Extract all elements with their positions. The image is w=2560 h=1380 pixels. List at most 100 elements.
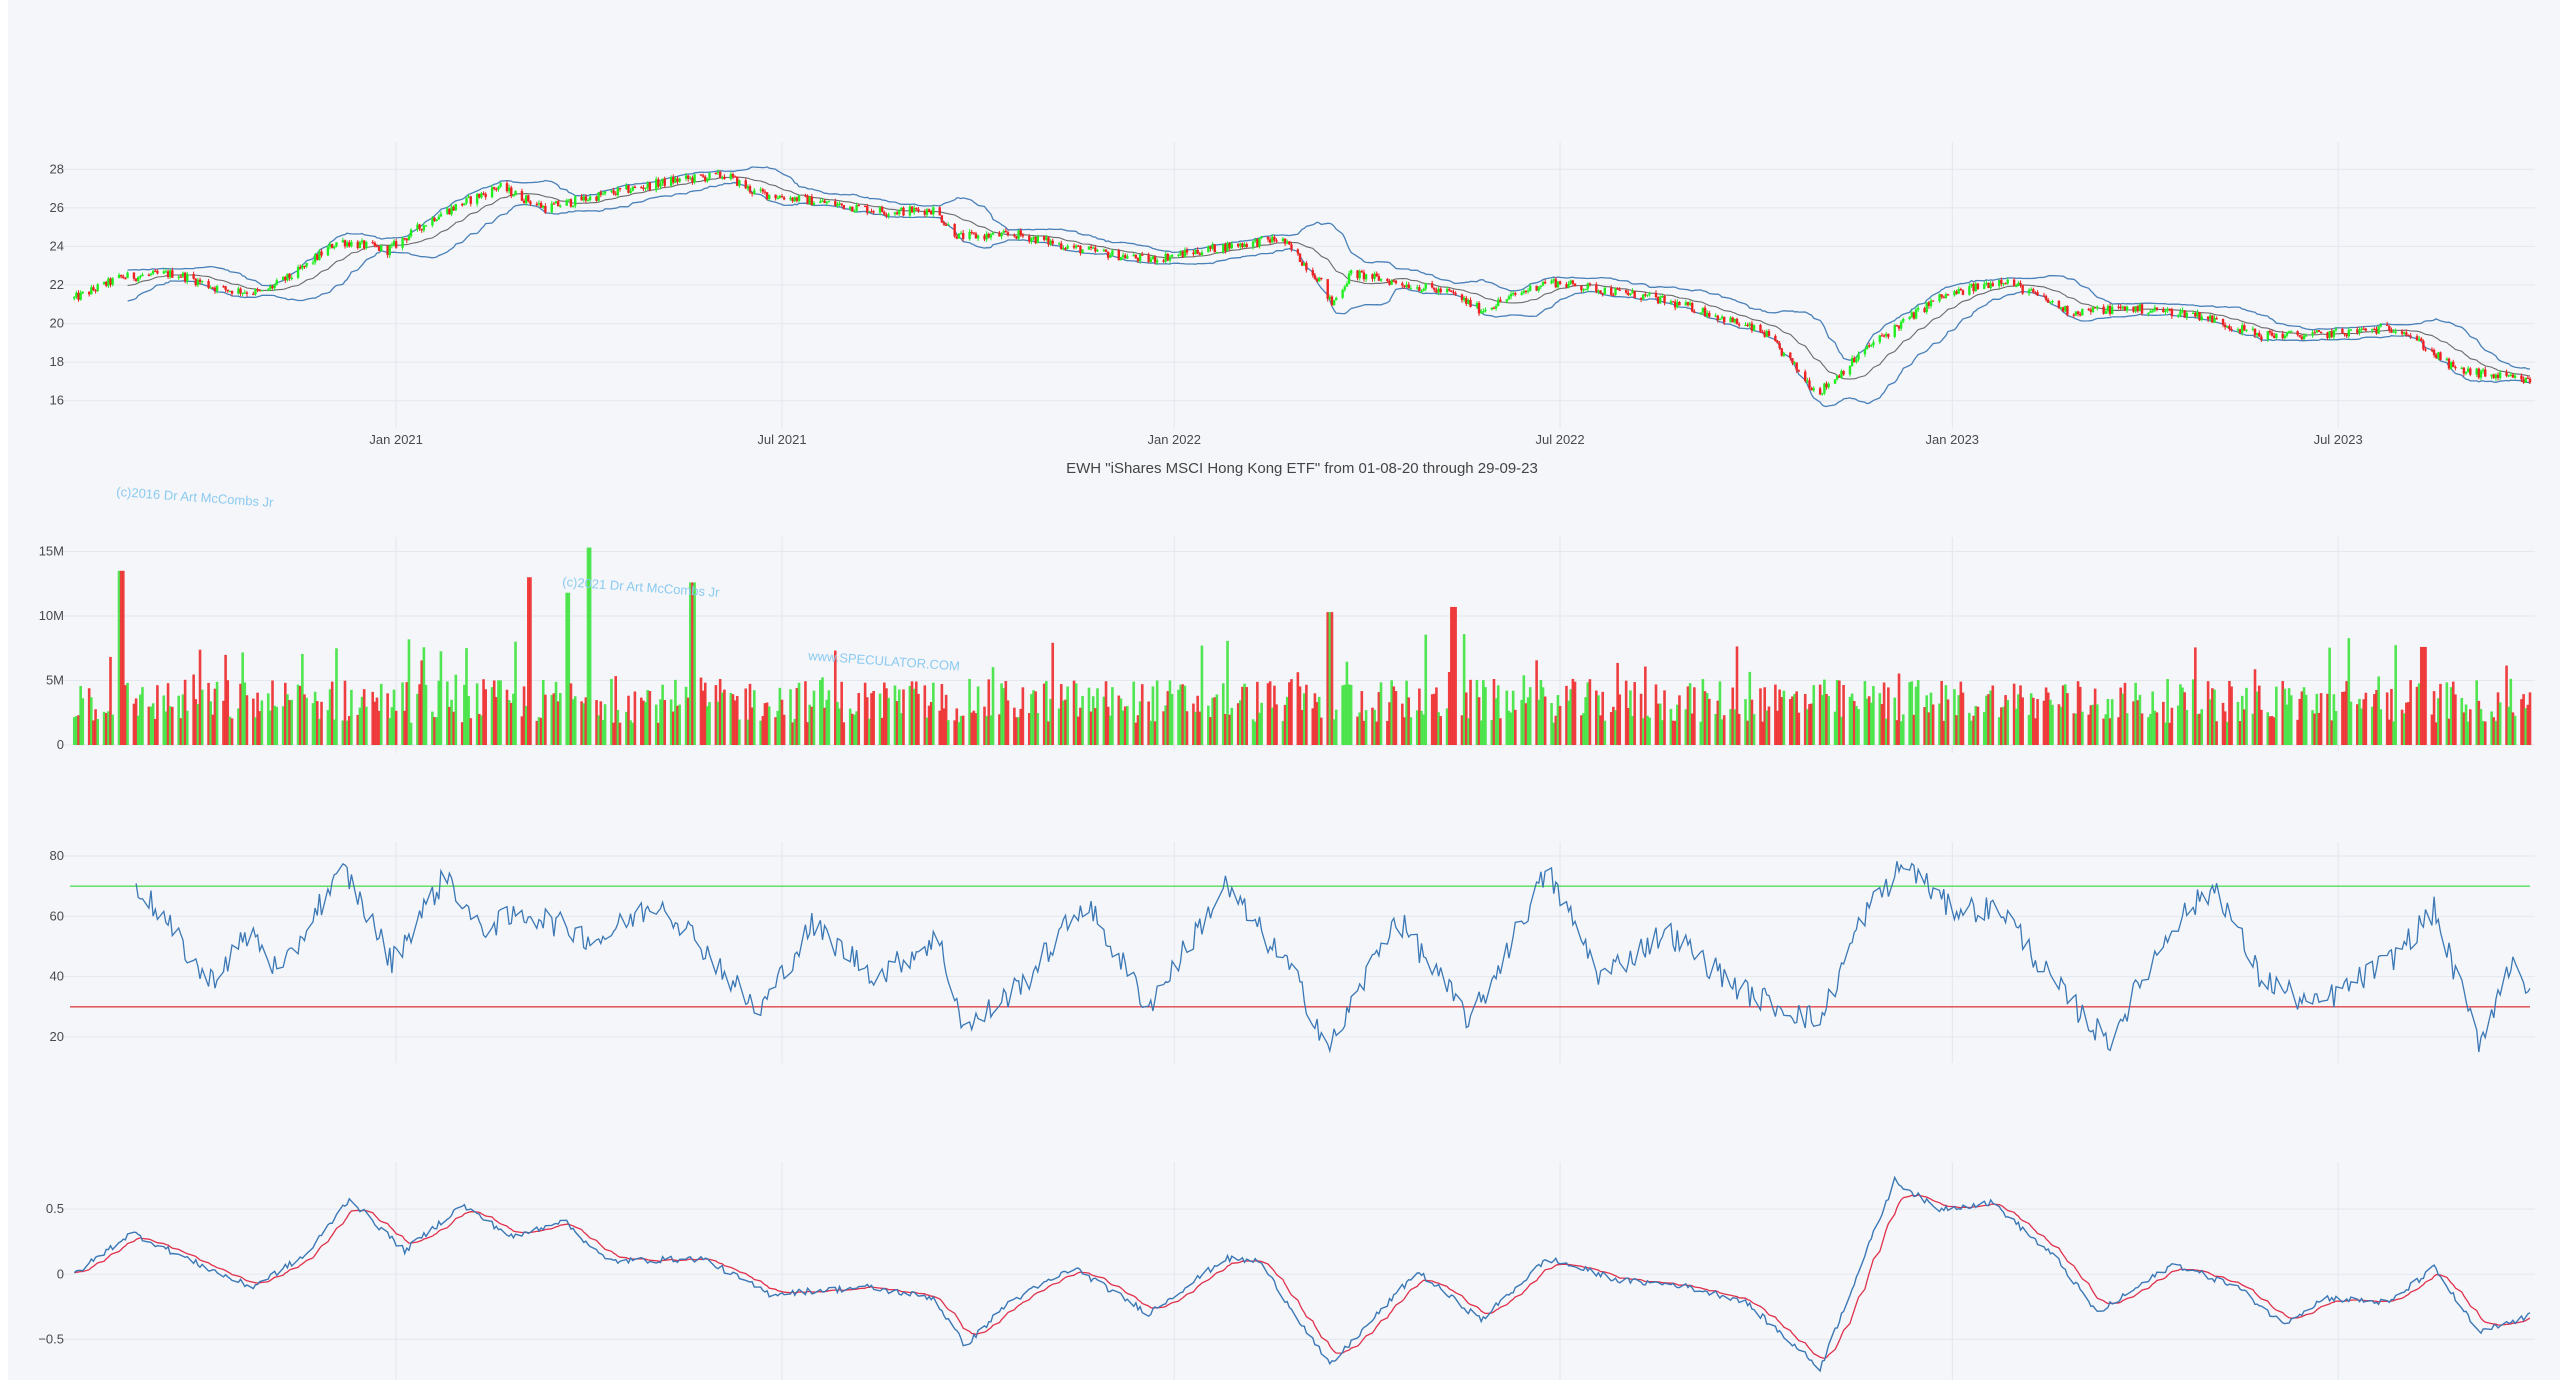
candlestick: [1226, 241, 1229, 252]
candlestick: [1433, 287, 1436, 293]
volume-bar: [1091, 696, 1095, 745]
candlestick: [1633, 290, 1636, 299]
candlestick: [851, 206, 854, 212]
volume-bar: [2036, 699, 2039, 745]
volume-bar: [1273, 685, 1276, 745]
candlestick: [1215, 251, 1219, 254]
candlestick: [446, 206, 449, 215]
volume-bar: [836, 701, 839, 745]
volume-bar: [1081, 696, 1084, 745]
candlestick: [2377, 325, 2380, 334]
candlestick: [373, 241, 377, 248]
candlestick: [2166, 307, 2169, 313]
candlestick: [281, 276, 285, 281]
candlestick: [1916, 305, 1920, 312]
candlestick: [1181, 250, 1184, 258]
volume-bar: [2164, 722, 2167, 745]
candlestick: [1166, 252, 1170, 262]
candlestick: [701, 173, 705, 178]
candlestick: [1134, 254, 1138, 259]
candlestick: [1492, 306, 1496, 310]
volume-bar: [2208, 699, 2212, 745]
y-tick-label: 0: [57, 1266, 64, 1281]
volume-bar: [586, 547, 590, 745]
volume-bar: [2483, 721, 2487, 745]
volume-bar: [1780, 697, 1784, 745]
volume-bar: [1296, 672, 1300, 745]
volume-bar: [761, 716, 765, 745]
volume-bar: [1970, 720, 1973, 745]
candlestick: [254, 288, 257, 296]
candlestick: [983, 233, 986, 242]
volume-bar: [1256, 681, 1259, 745]
candlestick: [1162, 258, 1165, 263]
candlestick: [132, 272, 136, 281]
candlestick: [2123, 305, 2127, 311]
volume-bar: [791, 722, 794, 745]
volume-bar: [484, 689, 487, 745]
volume-bar: [1394, 691, 1398, 745]
candlestick: [1386, 278, 1389, 283]
candlestick: [245, 290, 249, 297]
candlestick: [582, 195, 585, 202]
candlestick: [2029, 287, 2033, 292]
candlestick: [2196, 309, 2199, 319]
volume-bar: [1241, 686, 1244, 745]
candlestick: [1185, 247, 1189, 256]
candlestick: [1759, 323, 1762, 333]
candlestick: [2004, 282, 2007, 285]
candlestick: [1089, 244, 1093, 251]
candlestick: [1477, 301, 1481, 316]
volume-bar: [718, 679, 722, 745]
candlestick: [1961, 289, 1965, 296]
candlestick: [1106, 251, 1110, 261]
volume-bar: [750, 707, 754, 745]
volume-bar: [558, 693, 562, 745]
candlestick: [1241, 242, 1244, 249]
candlestick: [953, 223, 956, 238]
volume-bar: [1420, 710, 1423, 745]
volume-bar: [2151, 691, 2154, 745]
volume-bar: [420, 660, 424, 745]
candlestick: [955, 233, 958, 240]
volume-bar: [2108, 718, 2112, 745]
candlestick: [644, 187, 647, 191]
candlestick: [1780, 347, 1783, 357]
volume-bar: [2275, 686, 2278, 745]
candlestick: [392, 239, 396, 247]
volume-bar: [1102, 696, 1106, 745]
volume-bar: [2524, 708, 2528, 745]
candlestick: [1484, 307, 1487, 313]
candlestick: [290, 275, 293, 281]
volume-bar: [2176, 705, 2180, 745]
volume-bar: [371, 691, 375, 745]
volume-bar: [2251, 713, 2255, 745]
volume-bar: [2032, 697, 2035, 745]
volume-bar: [1624, 680, 1628, 745]
volume-bar: [2183, 692, 2186, 745]
candlestick: [1117, 248, 1121, 261]
volume-bar: [132, 703, 136, 745]
candlestick: [1236, 243, 1240, 248]
candlestick: [139, 274, 142, 280]
candlestick: [2223, 322, 2227, 330]
volume-bar: [350, 689, 353, 745]
candlestick: [580, 193, 583, 201]
candlestick: [1929, 298, 1933, 309]
candlestick: [1300, 259, 1304, 267]
candlestick: [2036, 290, 2039, 297]
volume-bar: [281, 706, 285, 745]
volume-bar: [1281, 721, 1285, 745]
candlestick: [1479, 308, 1483, 314]
volume-bar: [1094, 708, 1097, 745]
volume-bar: [1686, 686, 1690, 745]
candlestick: [2449, 361, 2453, 370]
volume-bar: [2520, 699, 2523, 745]
volume-bar: [1475, 679, 1479, 745]
volume-bar: [599, 701, 603, 745]
volume-bar: [1057, 708, 1061, 745]
candlestick: [1017, 229, 1020, 241]
chart-title: EWH "iShares MSCI Hong Kong ETF" from 01…: [1066, 460, 1538, 477]
volume-bar: [2390, 688, 2393, 745]
candlestick: [1782, 352, 1786, 358]
